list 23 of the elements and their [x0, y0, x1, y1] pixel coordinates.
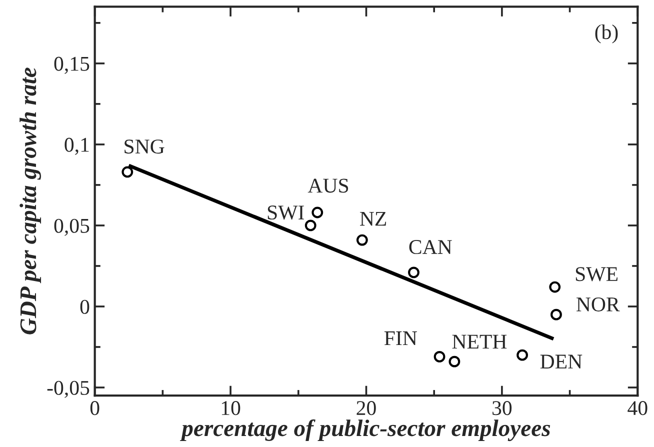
y-tick-label: 0,1	[64, 138, 89, 155]
annotation: (b)	[595, 24, 618, 44]
x-tick-label: 40	[628, 401, 648, 416]
annotation: SWE	[576, 267, 618, 282]
annotation: SWI	[268, 206, 304, 220]
y-tick-label: -0,05	[47, 380, 90, 398]
y-tick-label: 0,15	[54, 56, 90, 74]
annotation: NZ	[360, 212, 386, 226]
x-tick-label: 30	[492, 401, 512, 416]
annotation: NETH	[452, 334, 507, 349]
annotation: FIN	[384, 331, 417, 346]
x-tick-label: 10	[222, 401, 240, 416]
annotation: AUS	[308, 178, 348, 193]
x-tick-label: 20	[356, 401, 376, 416]
x-axis-title: percentage of public-sector employees	[180, 419, 550, 442]
y-axis-title: GDP per capita growth rate	[20, 68, 42, 334]
annotation: NOR	[576, 297, 620, 312]
annotation: CAN	[409, 240, 452, 254]
annotation: SNG	[124, 140, 164, 154]
annotation: DEN	[540, 354, 582, 368]
x-tick-label: 0	[90, 401, 100, 416]
y-tick-label: 0,05	[54, 218, 90, 236]
y-tick-label: 0	[80, 300, 90, 314]
